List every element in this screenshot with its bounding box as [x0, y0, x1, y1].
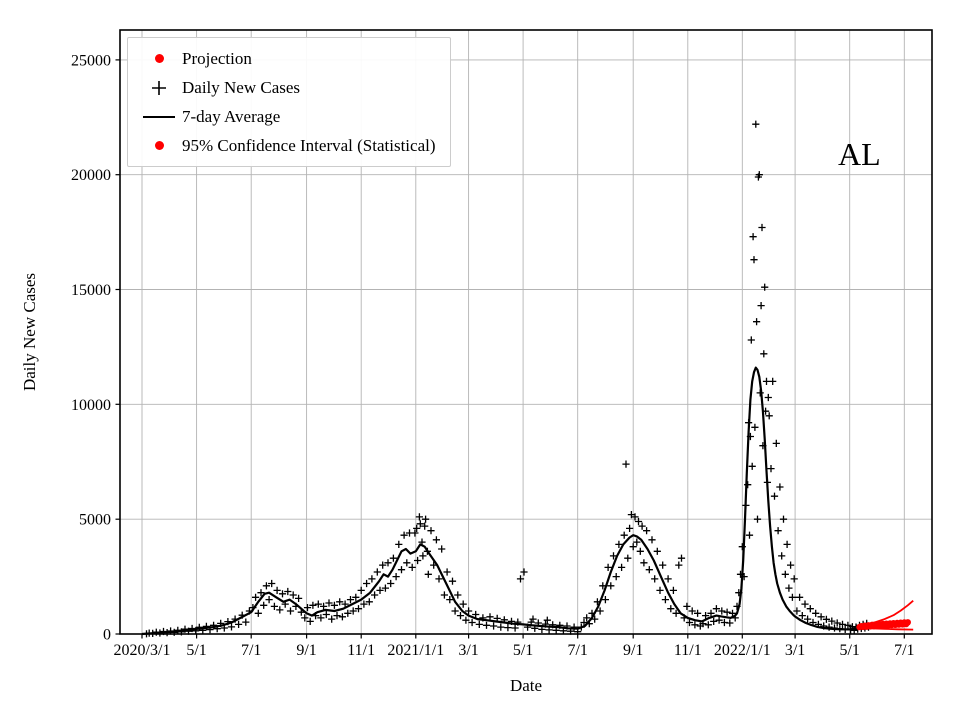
svg-text:15000: 15000 — [71, 282, 111, 299]
svg-text:5/1: 5/1 — [513, 642, 533, 659]
state-annotation: AL — [838, 136, 881, 172]
x-axis-label: Date — [509, 676, 543, 695]
confidence-interval-lines — [857, 600, 914, 631]
avg-line — [141, 366, 864, 636]
svg-text:0: 0 — [103, 627, 111, 644]
svg-text:5/1: 5/1 — [186, 642, 206, 659]
svg-text:3/1: 3/1 — [458, 642, 478, 659]
tick-marks — [115, 59, 905, 639]
legend-label-projection: Projection — [182, 49, 252, 68]
legend-item-daily-cases: Daily New Cases — [136, 75, 436, 100]
confidence-dot-icon — [136, 141, 182, 150]
svg-text:9/1: 9/1 — [623, 642, 643, 659]
svg-text:3/1: 3/1 — [785, 642, 805, 659]
legend-item-projection: Projection — [136, 46, 436, 71]
tick-labels: 2020/3/1 5/1 7/1 9/1 11/1 2021/1/1 3/1 5/1 7/1 9/… — [71, 52, 915, 659]
svg-text:2021/1/1: 2021/1/1 — [387, 642, 444, 659]
plus-marker-icon — [136, 80, 182, 96]
svg-text:9/1: 9/1 — [296, 642, 316, 659]
svg-text:5000: 5000 — [79, 512, 111, 529]
legend-label-confidence: 95% Confidence Interval (Statistical) — [182, 136, 436, 155]
y-axis-label: Daily New Cases — [20, 272, 39, 392]
line-marker-icon — [136, 115, 182, 118]
svg-text:7/1: 7/1 — [241, 642, 261, 659]
legend: Projection Daily New Cases 7-day Average… — [127, 37, 451, 167]
legend-item-confidence: 95% Confidence Interval (Statistical) — [136, 133, 436, 158]
svg-text:5/1: 5/1 — [839, 642, 859, 659]
svg-text:11/1: 11/1 — [674, 642, 702, 659]
svg-text:20000: 20000 — [71, 167, 111, 184]
axes-frame — [119, 29, 933, 635]
svg-text:7/1: 7/1 — [894, 642, 914, 659]
legend-label-average: 7-day Average — [182, 107, 281, 126]
legend-label-daily-cases: Daily New Cases — [182, 78, 301, 97]
svg-text:11/1: 11/1 — [347, 642, 375, 659]
svg-text:7/1: 7/1 — [567, 642, 587, 659]
svg-text:2020/3/1: 2020/3/1 — [114, 642, 171, 659]
projection-dot-icon — [136, 54, 182, 63]
svg-text:2022/1/1: 2022/1/1 — [714, 642, 771, 659]
svg-text:25000: 25000 — [71, 52, 111, 69]
daily-cases-scatter — [142, 120, 873, 638]
legend-item-average: 7-day Average — [136, 104, 436, 129]
svg-text:10000: 10000 — [71, 397, 111, 414]
